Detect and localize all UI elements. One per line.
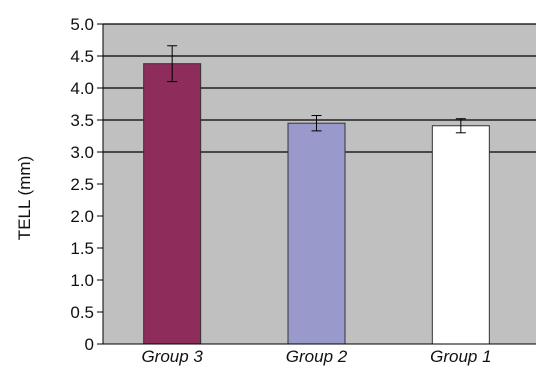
y-tick-label: 5.0 bbox=[70, 15, 94, 34]
y-tick-label: 1.5 bbox=[70, 239, 94, 258]
y-tick-label: 2.0 bbox=[70, 207, 94, 226]
y-axis-title: TELL (mm) bbox=[15, 156, 34, 240]
error-bars bbox=[167, 45, 466, 134]
bars bbox=[143, 63, 490, 345]
y-tick-label: 2.5 bbox=[70, 175, 94, 194]
y-tick-label: 0.5 bbox=[70, 303, 94, 322]
bar-group-1 bbox=[431, 125, 490, 345]
bar-group-2 bbox=[287, 122, 346, 345]
y-tick-label: 0 bbox=[85, 335, 94, 354]
y-tick-label: 3.5 bbox=[70, 111, 94, 130]
y-tick-label: 4.5 bbox=[70, 47, 94, 66]
x-tick-label: Group 2 bbox=[286, 347, 348, 366]
y-tick-label: 1.0 bbox=[70, 271, 94, 290]
x-tick-labels: Group 3 Group 2 Group 1 bbox=[141, 347, 491, 366]
y-tick-label: 3.0 bbox=[70, 143, 94, 162]
x-tick-label: Group 3 bbox=[141, 347, 203, 366]
x-tick-label: Group 1 bbox=[430, 347, 491, 366]
y-ticks: 0 0.5 1.0 1.5 2.0 2.5 3.0 3.5 4.0 4.5 5.0 bbox=[70, 15, 103, 354]
y-tick-label: 4.0 bbox=[70, 79, 94, 98]
bar-group-3 bbox=[143, 63, 202, 345]
